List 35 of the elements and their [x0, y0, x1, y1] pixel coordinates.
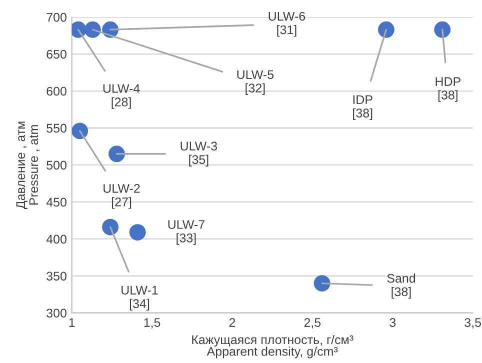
annotation: ULW-5 [32] [237, 70, 274, 95]
x-tick-label: 2 [229, 318, 236, 327]
x-tick-label: 2,5 [304, 318, 321, 328]
x-tick-label: 3 [390, 318, 396, 327]
point [129, 224, 146, 241]
y-tick-label: 700 [46, 12, 66, 22]
point [84, 21, 101, 38]
annotation: ULW-2 [27] [104, 184, 140, 209]
y-tick-label: 500 [46, 160, 66, 170]
point [72, 122, 88, 140]
y-tick-label: 300 [46, 308, 66, 318]
annotation: ULW-1 [34] [122, 286, 158, 310]
point [102, 218, 119, 236]
y-tick-label: 550 [46, 124, 66, 133]
y-tick-label: 400 [46, 234, 66, 244]
point [434, 21, 451, 38]
annotation: HDP [38] [436, 77, 460, 102]
annotation: ULW-4 [28] [103, 84, 140, 109]
x-tick-label: 3,5 [464, 318, 482, 328]
y-axis-title: Давление , атм Pressure , atm [16, 122, 40, 210]
x-tick-label: 1 [69, 318, 75, 327]
y-tick-label: 350 [46, 272, 66, 281]
annotation: Sand [38] [387, 274, 416, 299]
y-tick-label: 600 [46, 86, 66, 96]
x-axis-title: Кажущаяся плотность, г/см³ Apparent density, g/cm³ [192, 334, 354, 358]
annotation: ULW-3 [35] [180, 142, 218, 166]
annotation: IDP [38] [353, 95, 372, 120]
annotation: ULW-6 [31] [268, 12, 306, 37]
y-tick-label: 450 [46, 198, 66, 207]
y-tick-label: 650 [46, 50, 66, 59]
point [314, 275, 330, 292]
point [108, 146, 125, 162]
x-tick-label: 1,5 [144, 318, 160, 328]
point [378, 21, 394, 38]
annotation: ULW-7 [33] [168, 220, 204, 245]
